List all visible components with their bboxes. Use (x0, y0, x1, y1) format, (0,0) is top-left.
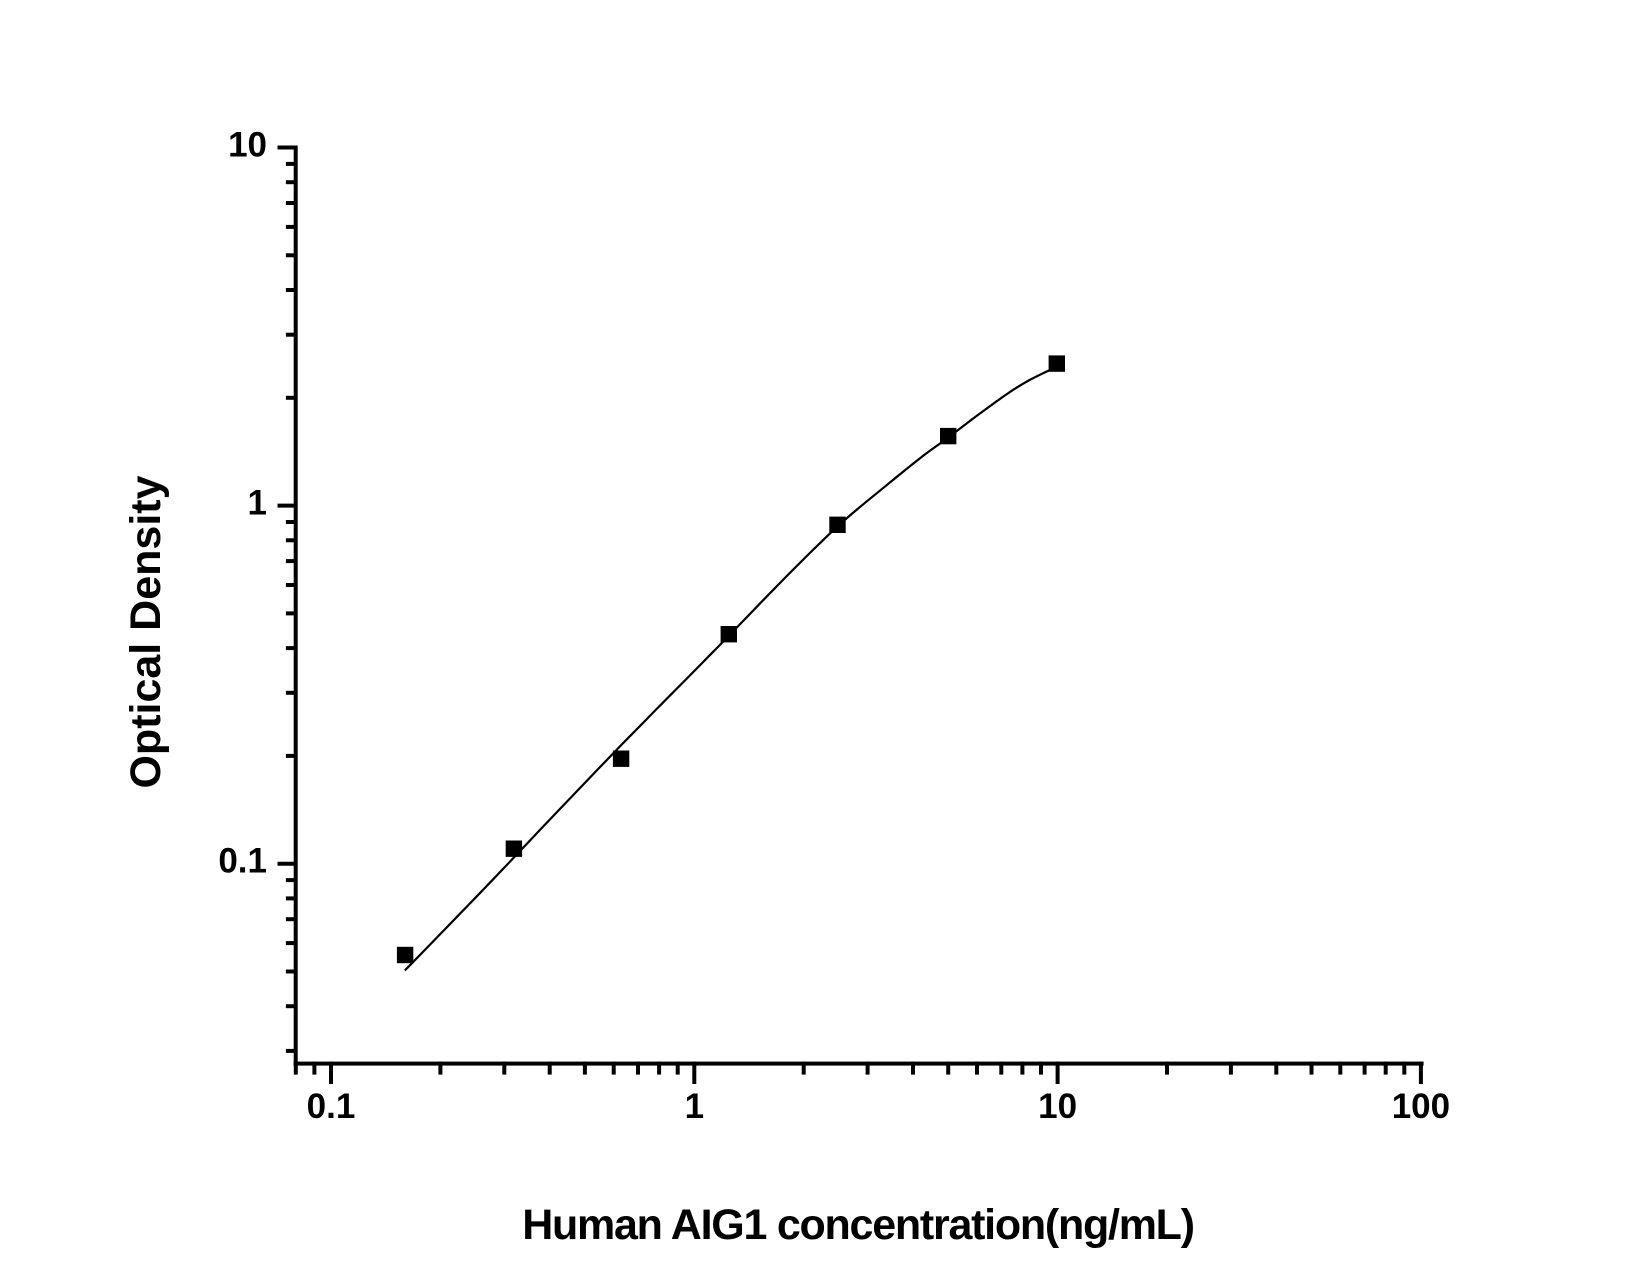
svg-text:Optical Density: Optical Density (122, 475, 170, 788)
svg-text:100: 100 (1392, 1087, 1450, 1126)
svg-text:0.1: 0.1 (307, 1087, 356, 1126)
svg-text:1: 1 (685, 1087, 704, 1126)
svg-text:0.1: 0.1 (218, 842, 267, 881)
svg-text:10: 10 (1038, 1087, 1077, 1126)
svg-text:Human AIG1 concentration(ng/mL: Human AIG1 concentration(ng/mL) (522, 1201, 1194, 1249)
svg-text:1: 1 (248, 484, 267, 523)
svg-text:10: 10 (228, 126, 267, 165)
